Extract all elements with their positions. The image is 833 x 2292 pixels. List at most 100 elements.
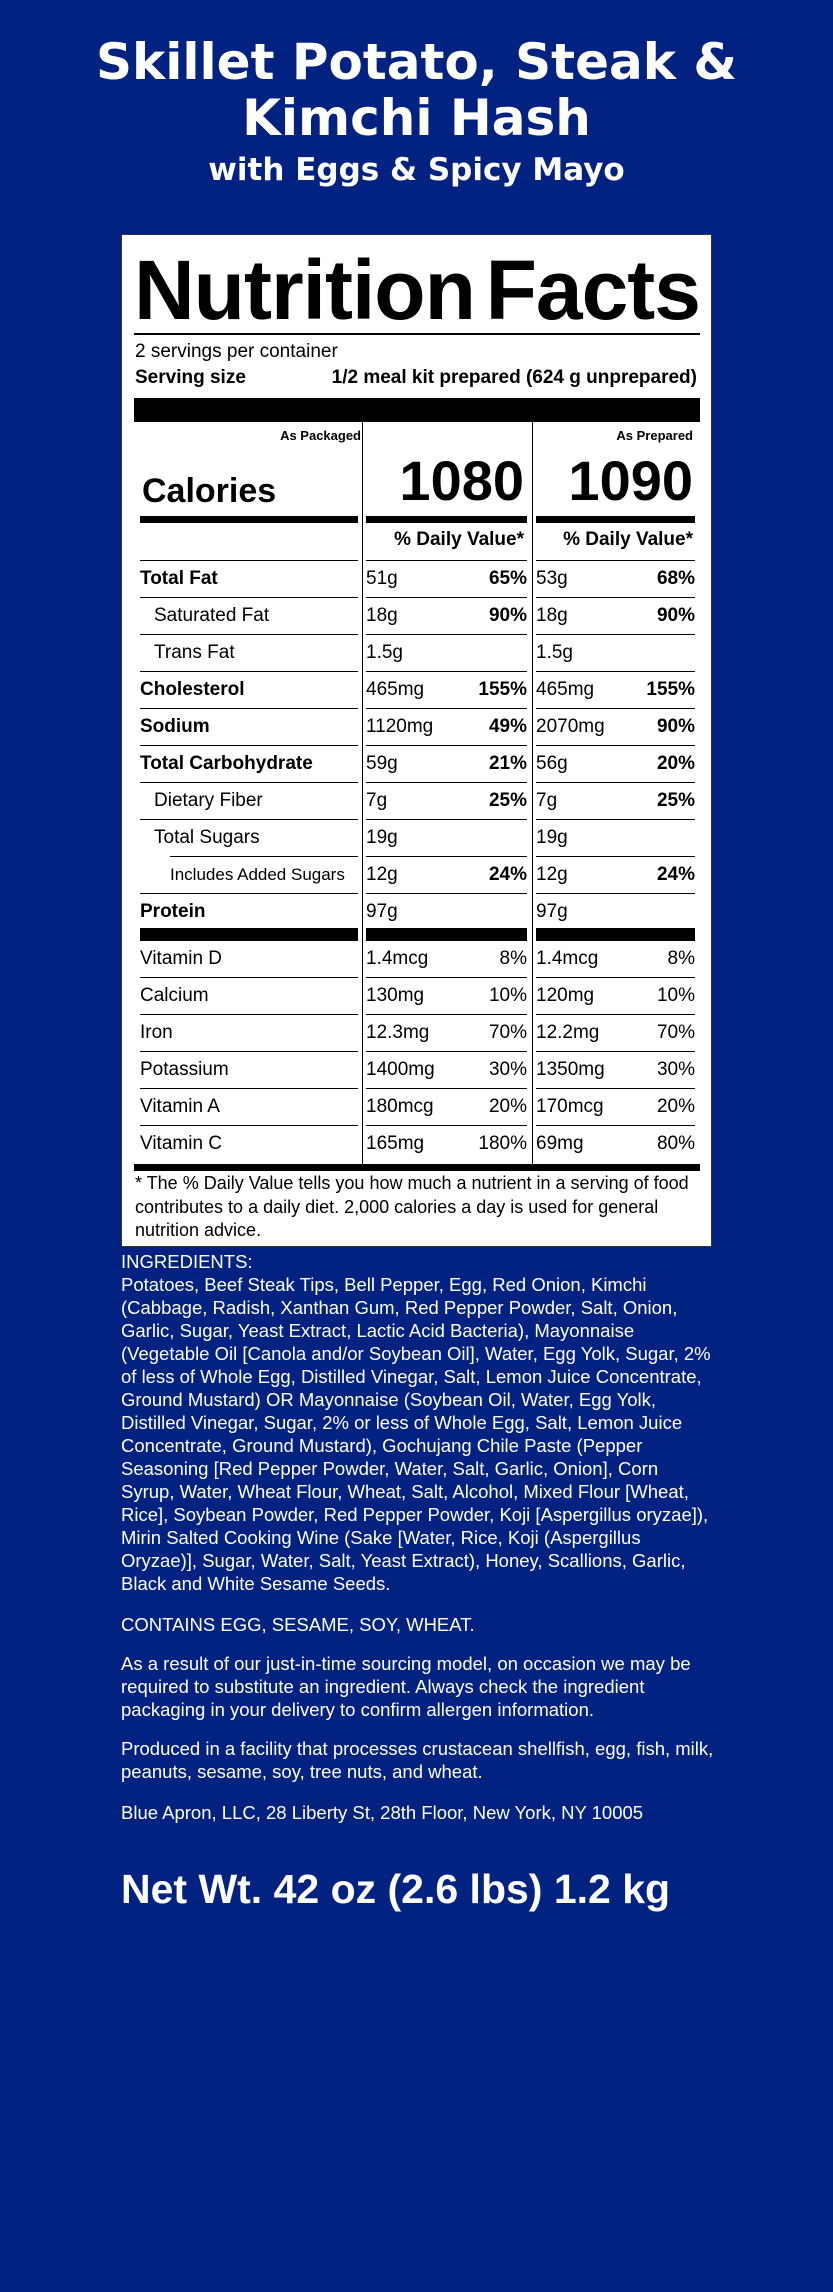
prepared-amount: 12g — [536, 864, 568, 885]
vitamin-name: Potassium — [140, 1059, 229, 1080]
product-subtitle: with Eggs & Spicy Mayo — [208, 152, 625, 188]
vitamin-row: Iron 12.3mg 70% 12.2mg 70% — [122, 1014, 713, 1051]
prepared-dv: 10% — [656, 985, 695, 1006]
nutrient-name: Trans Fat — [154, 642, 235, 663]
packaged-cell: 97g — [366, 893, 527, 930]
nutrient-name: Total Fat — [140, 568, 218, 589]
nutrient-row: Total Fat 51g 65% 53g 68% — [122, 560, 713, 597]
prepared-cell: 69mg 80% — [536, 1125, 695, 1162]
nutrient-name: Includes Added Sugars — [170, 865, 345, 884]
calories-packaged: 1080 — [399, 449, 524, 512]
dv-header-prepared: % Daily Value* — [563, 529, 693, 550]
nutrient-row: Total Sugars 19g 19g — [122, 819, 713, 856]
prepared-cell: 465mg 155% — [536, 671, 695, 708]
vitamin-name: Vitamin D — [140, 947, 223, 969]
vitamin-name-cell: Vitamin C — [140, 1125, 358, 1162]
prepared-dv: 155% — [646, 679, 695, 700]
packaged-amount: 7g — [366, 790, 388, 811]
prepared-cell: 2070mg 90% — [536, 708, 695, 745]
prepared-dv: 25% — [656, 790, 695, 811]
nutrient-name-cell: Total Fat — [140, 560, 358, 597]
vitamin-row: Vitamin A 180mcg 20% 170mcg 20% — [122, 1088, 713, 1125]
packaged-cell: 165mg 180% — [366, 1125, 527, 1162]
thick-divider — [536, 928, 695, 941]
vitamin-name-cell: Potassium — [140, 1051, 358, 1088]
thick-divider — [140, 928, 358, 941]
prepared-dv: 68% — [656, 568, 695, 589]
packaged-cell: 12g 24% — [366, 856, 527, 893]
nutrition-facts-label: Nutrition Facts 2 servings per container … — [121, 234, 712, 1247]
packaged-dv: 70% — [488, 1022, 527, 1043]
packaged-cell: 180mcg 20% — [366, 1088, 527, 1125]
packaged-dv: 20% — [488, 1096, 527, 1117]
calories-bar — [366, 516, 527, 523]
packaged-dv: 10% — [488, 985, 527, 1006]
packaged-amount: 1120mg — [366, 716, 434, 737]
packaged-cell: 59g 21% — [366, 745, 527, 782]
packaged-dv: 30% — [488, 1059, 527, 1080]
prepared-dv: 80% — [656, 1133, 695, 1154]
packaged-cell: 7g 25% — [366, 782, 527, 819]
nutrient-row: Protein 97g 97g — [122, 893, 713, 930]
packaged-cell: 12.3mg 70% — [366, 1014, 527, 1051]
prepared-cell: 1350mg 30% — [536, 1051, 695, 1088]
allergen-contains: CONTAINS EGG, SESAME, SOY, WHEAT. — [121, 1614, 475, 1635]
nutrient-row: Cholesterol 465mg 155% 465mg 155% — [122, 671, 713, 708]
packaged-amount: 97g — [366, 901, 398, 922]
packaged-dv: 24% — [488, 864, 527, 885]
nutrient-name: Total Carbohydrate — [140, 753, 313, 774]
vitamin-name: Vitamin A — [140, 1096, 220, 1117]
packaged-amount: 1.5g — [366, 642, 403, 663]
thick-divider — [134, 398, 700, 422]
nutrient-row: Total Carbohydrate 59g 21% 56g 20% — [122, 745, 713, 782]
column-divider — [532, 422, 533, 1164]
packaged-cell: 1400mg 30% — [366, 1051, 527, 1088]
title-line-2: Kimchi Hash — [242, 89, 591, 147]
divider — [134, 333, 700, 335]
servings-per-container: 2 servings per container — [135, 341, 338, 362]
prepared-cell: 53g 68% — [536, 560, 695, 597]
packaged-dv: 8% — [499, 947, 527, 969]
nutrient-row: Saturated Fat 18g 90% 18g 90% — [122, 597, 713, 634]
packaged-dv: 25% — [488, 790, 527, 811]
prepared-cell: 12g 24% — [536, 856, 695, 893]
heading-word: Facts — [485, 243, 701, 337]
packaged-dv: 180% — [478, 1133, 527, 1154]
col-header-packaged: As Packaged — [280, 428, 361, 443]
prepared-dv: 90% — [656, 716, 695, 737]
packaged-cell: 465mg 155% — [366, 671, 527, 708]
prepared-cell: 56g 20% — [536, 745, 695, 782]
vitamin-name: Calcium — [140, 985, 209, 1006]
nutrient-row: Includes Added Sugars 12g 24% 12g 24% — [122, 856, 713, 893]
heading-word: Nutrition — [134, 243, 476, 337]
packaged-amount: 180mcg — [366, 1096, 434, 1117]
nutrient-name-cell: Cholesterol — [140, 671, 358, 708]
packaged-cell: 1.5g — [366, 634, 527, 671]
prepared-cell: 19g — [536, 819, 695, 856]
vitamin-name-cell: Calcium — [140, 977, 358, 1014]
prepared-amount: 1350mg — [536, 1059, 605, 1080]
company-address: Blue Apron, LLC, 28 Liberty St, 28th Flo… — [121, 1802, 644, 1823]
prepared-amount: 7g — [536, 790, 558, 811]
packaged-cell: 51g 65% — [366, 560, 527, 597]
prepared-amount: 1.4mcg — [536, 947, 599, 969]
prepared-amount: 69mg — [536, 1133, 584, 1154]
facility-note: Produced in a facility that processes cr… — [121, 1738, 714, 1782]
packaged-amount: 1.4mcg — [366, 947, 429, 969]
prepared-cell: 120mg 10% — [536, 977, 695, 1014]
serving-size-value: 1/2 meal kit prepared (624 g unprepared) — [331, 367, 697, 388]
packaged-cell: 130mg 10% — [366, 977, 527, 1014]
sourcing-note: As a result of our just-in-time sourcing… — [121, 1653, 691, 1720]
prepared-dv: 20% — [656, 753, 695, 774]
product-title: Skillet Potato, Steak & Kimchi Hash — [0, 34, 833, 146]
nutrient-row: Trans Fat 1.5g 1.5g — [122, 634, 713, 671]
dv-header-packaged: % Daily Value* — [394, 529, 524, 550]
nutrient-name: Saturated Fat — [154, 605, 270, 626]
packaged-amount: 165mg — [366, 1133, 425, 1154]
calories-bar — [536, 516, 695, 523]
nutrient-row: Sodium 1120mg 49% 2070mg 90% — [122, 708, 713, 745]
vitamin-row: Calcium 130mg 10% 120mg 10% — [122, 977, 713, 1014]
prepared-cell: 97g — [536, 893, 695, 930]
vitamin-row: Vitamin D 1.4mcg 8% 1.4mcg 8% — [122, 940, 713, 977]
prepared-amount: 465mg — [536, 679, 595, 700]
